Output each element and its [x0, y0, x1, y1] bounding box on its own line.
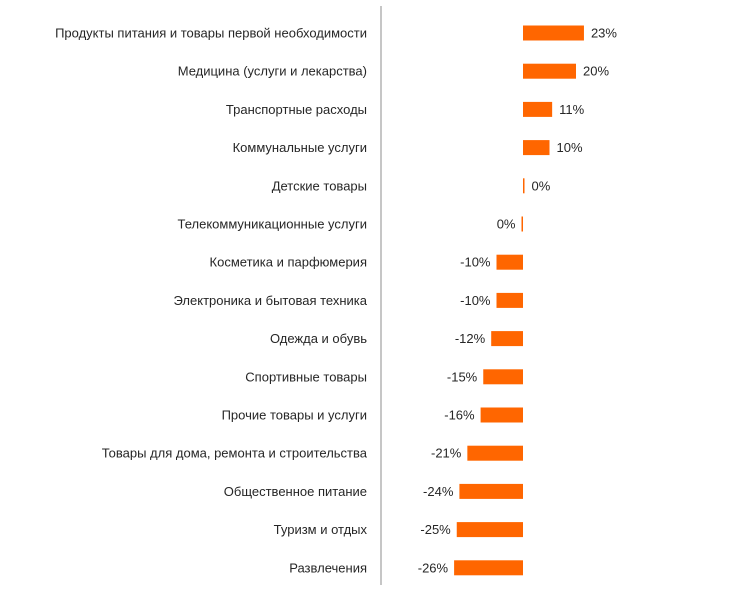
category-label: Косметика и парфюмерия [210, 255, 367, 270]
data-label: -10% [460, 255, 491, 270]
category-label: Товары для дома, ремонта и строительства [102, 446, 368, 461]
bar [523, 140, 550, 156]
bar [459, 483, 523, 499]
category-label: Детские товары [272, 178, 367, 193]
bar [523, 25, 584, 41]
category-labels: Продукты питания и товары первой необход… [55, 26, 368, 576]
data-label: -10% [460, 293, 491, 308]
bar [496, 292, 523, 308]
data-label: 23% [591, 26, 617, 41]
bar [496, 254, 523, 270]
bar [456, 522, 523, 538]
bar [480, 407, 523, 423]
category-label: Одежда и обувь [270, 331, 367, 346]
data-label: 0% [532, 178, 551, 193]
data-label: 10% [557, 140, 583, 155]
category-label: Продукты питания и товары первой необход… [55, 26, 367, 41]
data-label: 0% [497, 217, 516, 232]
category-label: Медицина (услуги и лекарства) [178, 64, 367, 79]
category-label: Спортивные товары [245, 369, 367, 384]
data-label: -21% [431, 446, 462, 461]
category-label: Электроника и бытовая техника [174, 293, 368, 308]
bar [483, 369, 523, 385]
data-label: -25% [420, 522, 451, 537]
bar [491, 331, 523, 347]
category-label: Развлечения [289, 560, 367, 575]
category-label: Телекоммуникационные услуги [178, 217, 367, 232]
data-label: 20% [583, 64, 609, 79]
bar [467, 445, 523, 461]
data-label: -15% [447, 369, 478, 384]
data-label: -24% [423, 484, 454, 499]
bar [521, 216, 523, 232]
data-label: -26% [418, 560, 449, 575]
category-label: Туризм и отдых [274, 522, 368, 537]
data-label: -16% [444, 408, 475, 423]
data-label: -12% [455, 331, 486, 346]
bar [523, 101, 553, 117]
category-label: Коммунальные услуги [233, 140, 367, 155]
category-label: Прочие товары и услуги [222, 408, 367, 423]
bar [523, 178, 525, 194]
bar [523, 63, 576, 79]
category-label: Общественное питание [224, 484, 367, 499]
bar [454, 560, 523, 576]
category-label: Транспортные расходы [226, 102, 367, 117]
value-labels: 23% 20% 11% 10% 0% 0% -10% -10% -12% -15% -16% -21%… [418, 26, 618, 576]
data-label: 11% [559, 102, 584, 117]
bars [454, 25, 584, 576]
